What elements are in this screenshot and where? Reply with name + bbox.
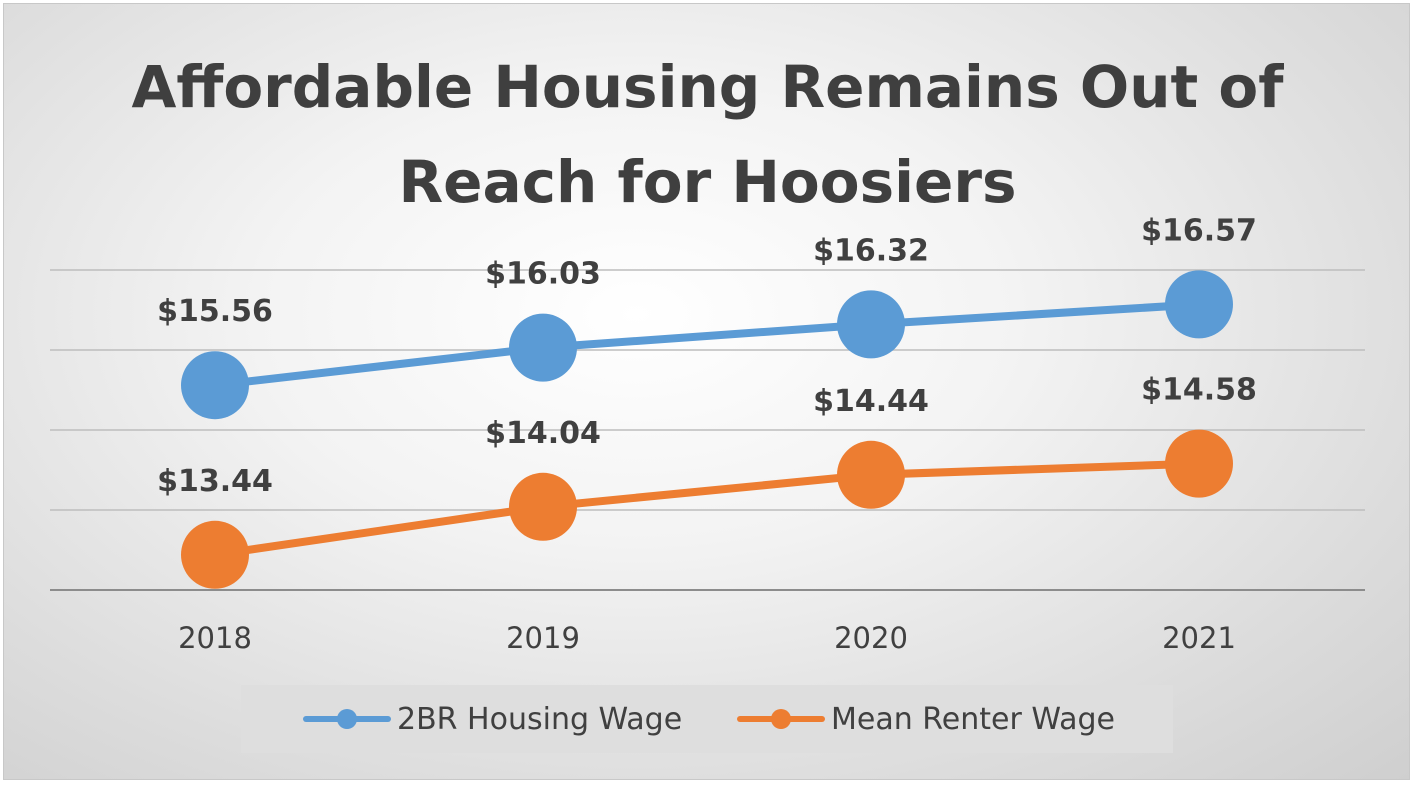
data-label: $14.44 <box>813 384 929 419</box>
data-point <box>837 440 905 509</box>
data-point <box>509 472 577 541</box>
legend-label-renter-wage: Mean Renter Wage <box>831 701 1115 737</box>
data-point <box>181 520 249 589</box>
data-label: $16.03 <box>485 257 601 292</box>
series-line-1 <box>211 459 1203 559</box>
data-label: $14.04 <box>485 416 601 451</box>
data-point <box>509 313 577 382</box>
x-tick-label: 2021 <box>1162 621 1236 655</box>
data-label: $13.44 <box>157 464 273 499</box>
legend-swatch-housing-wage <box>303 707 391 731</box>
data-label: $16.32 <box>813 233 929 268</box>
chart-title-line-2: Reach for Hoosiers <box>398 148 1017 216</box>
x-tick-label: 2018 <box>178 621 252 655</box>
series-line-0 <box>211 300 1203 390</box>
legend-swatch-renter-wage <box>737 707 825 731</box>
data-point <box>1165 270 1233 339</box>
x-tick-label: 2019 <box>506 621 580 655</box>
x-tick-label: 2020 <box>834 621 908 655</box>
legend-item-housing-wage: 2BR Housing Wage <box>303 685 682 753</box>
data-point <box>181 351 249 420</box>
legend-item-renter-wage: Mean Renter Wage <box>737 685 1115 753</box>
chart-title: Affordable Housing Remains Out of Reach … <box>0 40 1415 230</box>
data-label: $15.56 <box>157 294 273 329</box>
data-label: $16.57 <box>1141 213 1257 248</box>
data-label: $14.58 <box>1141 373 1257 408</box>
chart-title-line-1: Affordable Housing Remains Out of <box>131 53 1284 121</box>
chart-legend: 2BR Housing Wage Mean Renter Wage <box>241 685 1173 753</box>
data-point <box>837 290 905 359</box>
legend-label-housing-wage: 2BR Housing Wage <box>397 701 683 737</box>
data-point <box>1165 429 1233 498</box>
